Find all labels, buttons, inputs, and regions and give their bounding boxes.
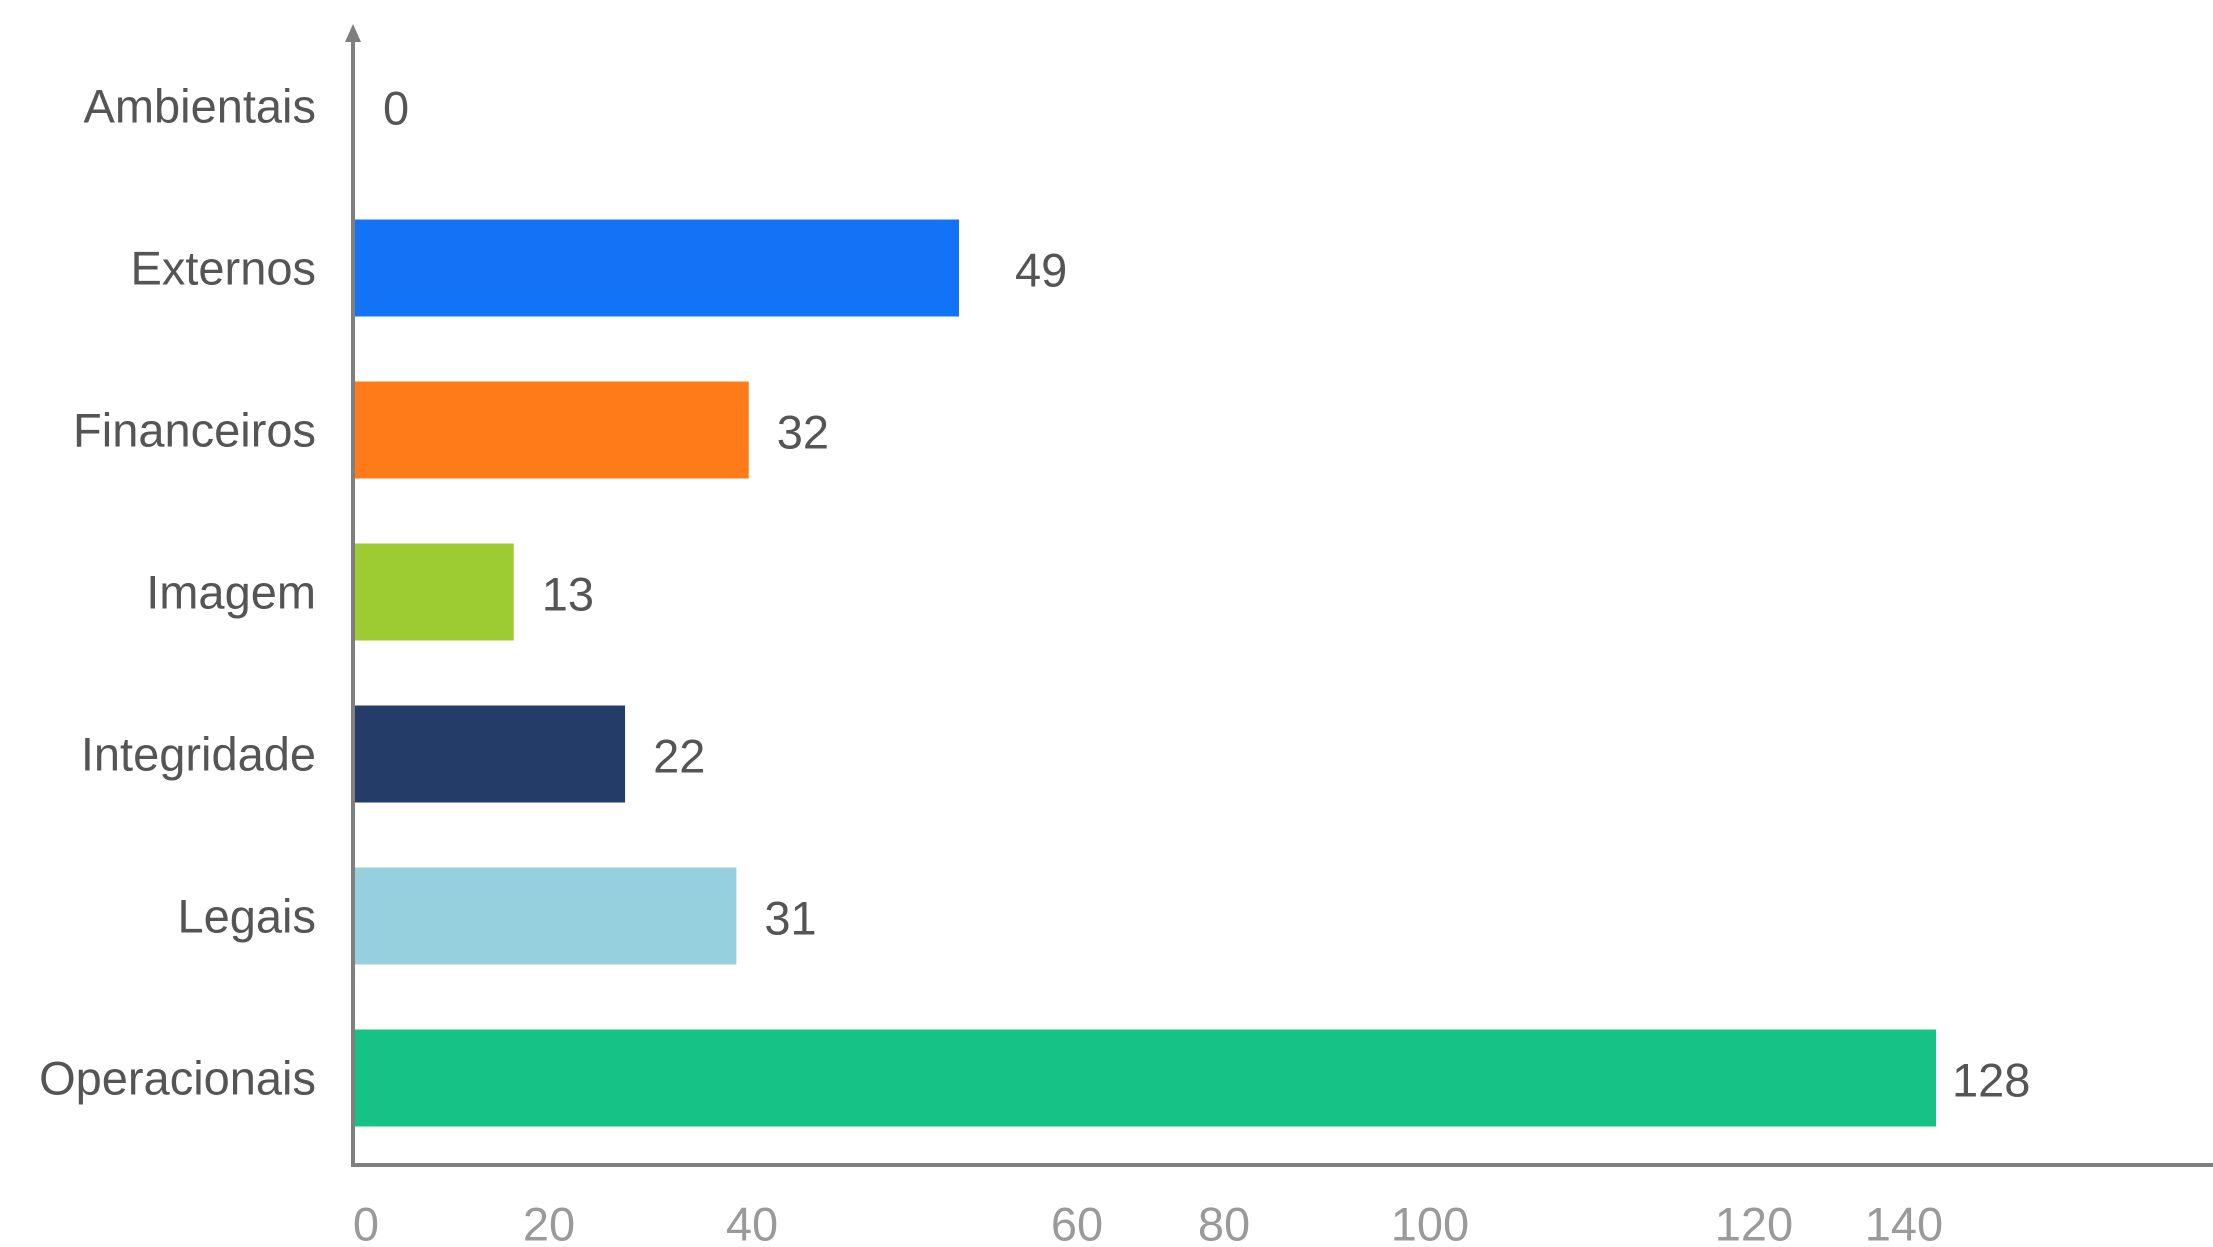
category-label-externos: Externos [131, 242, 316, 295]
bars-layer [353, 219, 1936, 1127]
x-tick-label: 0 [353, 1198, 379, 1243]
bar-externos [353, 219, 959, 317]
x-tick-label: 40 [726, 1198, 778, 1243]
x-tick-label: 80 [1198, 1198, 1250, 1243]
x-tick-label: 20 [523, 1198, 575, 1243]
bar-imagem [353, 543, 514, 641]
x-tick-label: 140 [1865, 1198, 1943, 1243]
value-label-externos: 49 [1015, 244, 1067, 297]
value-label-ambientais: 0 [383, 82, 409, 135]
value-labels-layer: 0 49 32 13 22 31 128 [383, 82, 2030, 1107]
axes-layer [345, 24, 2213, 1167]
x-tick-label: 120 [1715, 1198, 1793, 1243]
y-axis-arrow-icon [345, 24, 361, 42]
bar-financeiros [353, 381, 749, 479]
value-label-financeiros: 32 [777, 406, 829, 459]
category-label-imagem: Imagem [146, 566, 316, 619]
category-label-ambientais: Ambientais [84, 80, 317, 133]
value-label-legais: 31 [764, 892, 816, 945]
bar-operacionais [353, 1029, 1936, 1127]
value-label-integridade: 22 [653, 730, 705, 783]
bar-integridade [353, 705, 626, 803]
category-label-operacionais: Operacionais [39, 1052, 316, 1105]
category-label-legais: Legais [178, 890, 317, 943]
x-tick-labels-layer: 0 20 40 60 80 100 120 140 [353, 1198, 1943, 1247]
bar-legais [353, 867, 737, 965]
category-label-financeiros: Financeiros [73, 404, 316, 457]
x-tick-label: 60 [1051, 1198, 1103, 1243]
x-tick-label: 100 [1391, 1198, 1469, 1243]
category-label-integridade: Integridade [81, 728, 316, 781]
value-label-operacionais: 128 [1952, 1054, 2030, 1107]
value-label-imagem: 13 [542, 568, 594, 621]
category-labels-layer: Ambientais Externos Financeiros Imagem Integ… [39, 80, 316, 1105]
